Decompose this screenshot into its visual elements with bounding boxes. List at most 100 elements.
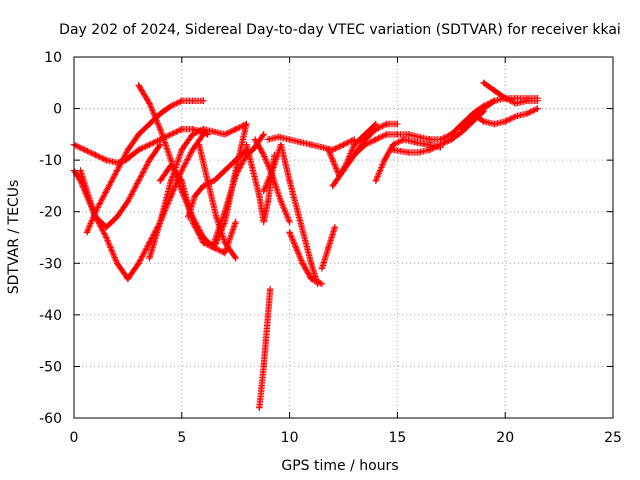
data-point	[157, 126, 164, 133]
data-point	[189, 97, 196, 105]
data-point	[260, 363, 267, 370]
data-point	[77, 167, 84, 174]
data-point	[264, 311, 272, 319]
data-point	[286, 218, 293, 226]
x-tick-label: 10	[281, 430, 299, 446]
data-point	[383, 131, 390, 138]
data-point	[232, 218, 239, 226]
data-point	[318, 280, 326, 288]
data-point	[124, 198, 132, 205]
data-point	[275, 133, 283, 141]
data-point	[340, 141, 347, 148]
data-point	[286, 229, 293, 236]
data-point	[277, 198, 285, 205]
series-track-5	[83, 97, 207, 236]
data-point	[404, 149, 412, 156]
data-point	[307, 260, 315, 267]
data-point	[480, 118, 487, 125]
data-point	[331, 223, 339, 231]
data-point	[458, 126, 466, 133]
data-point	[381, 156, 388, 164]
data-point	[210, 239, 218, 246]
data-point	[113, 213, 121, 221]
data-point	[243, 141, 250, 148]
data-point	[318, 144, 326, 151]
data-point	[372, 136, 380, 143]
x-axis-label: GPS time / hours	[281, 458, 398, 474]
data-point	[318, 265, 326, 272]
data-point	[135, 177, 142, 184]
x-tick-label: 5	[177, 430, 186, 446]
data-point	[92, 151, 99, 159]
x-tick-label: 25	[604, 430, 622, 446]
data-point	[167, 177, 175, 184]
data-point	[103, 234, 110, 241]
data-point	[83, 229, 91, 236]
data-point	[178, 177, 185, 184]
data-point	[146, 120, 153, 128]
y-tick-label: 0	[53, 102, 62, 118]
data-point	[480, 105, 487, 112]
data-point	[491, 97, 498, 105]
data-point	[195, 141, 203, 148]
data-point	[113, 167, 121, 174]
data-point	[157, 177, 164, 184]
data-point	[200, 182, 207, 190]
data-point	[262, 337, 270, 344]
data-point	[277, 141, 285, 148]
series-track-11	[195, 141, 239, 262]
data-point	[480, 79, 487, 86]
data-point	[502, 95, 509, 102]
grid	[74, 57, 613, 418]
data-point	[221, 249, 229, 257]
data-point	[232, 254, 239, 262]
data-point	[232, 156, 239, 164]
data-point	[167, 102, 175, 110]
data-point	[426, 136, 433, 143]
y-tick-label: -30	[39, 256, 62, 272]
data-point	[200, 126, 207, 133]
data-point	[340, 167, 347, 174]
data-point	[325, 244, 332, 252]
data-point	[189, 218, 196, 226]
data-point	[394, 120, 401, 128]
series-track-17	[264, 133, 358, 154]
series-track-13	[243, 141, 278, 226]
data-point	[113, 260, 121, 267]
y-axis-label: SDTVAR / TECUs	[6, 180, 22, 295]
data-point	[221, 208, 229, 215]
data-point	[260, 218, 267, 226]
data-point	[135, 131, 142, 138]
data-point	[329, 156, 336, 164]
data-points	[70, 79, 541, 411]
data-point	[167, 162, 175, 169]
data-point	[103, 187, 110, 195]
data-point	[249, 146, 257, 154]
data-point	[81, 146, 88, 154]
data-point	[243, 120, 250, 128]
series-track-15	[260, 141, 321, 288]
data-point	[178, 126, 185, 133]
data-point	[258, 383, 265, 391]
x-axis: 0 5 10 15 20 25	[70, 57, 622, 446]
series-track-3	[77, 141, 164, 231]
data-point	[411, 138, 418, 146]
data-point	[361, 141, 369, 148]
data-point	[307, 141, 315, 148]
data-point	[157, 218, 164, 226]
data-point	[249, 167, 257, 174]
data-point	[260, 131, 267, 138]
data-point	[221, 131, 229, 138]
data-point	[178, 97, 185, 105]
data-point	[523, 110, 530, 117]
data-point	[491, 120, 498, 128]
data-point	[297, 218, 304, 226]
data-point	[426, 146, 433, 154]
data-point	[232, 126, 239, 133]
series-track-18	[318, 223, 339, 272]
data-point	[383, 120, 390, 128]
data-point	[251, 136, 259, 143]
data-point	[437, 136, 444, 143]
data-point	[200, 239, 207, 246]
data-point	[534, 97, 541, 105]
